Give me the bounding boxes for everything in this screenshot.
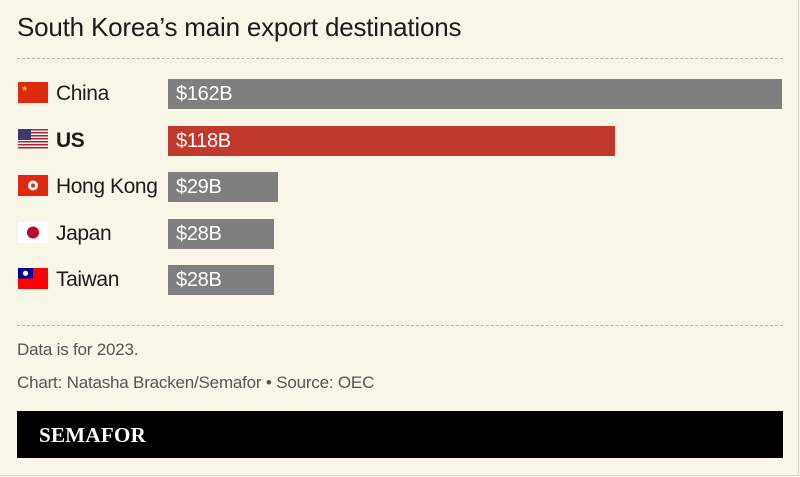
- bar-value-label: $118B: [176, 129, 231, 152]
- category-label: Japan: [56, 221, 112, 245]
- bar-value-label: $28B: [176, 222, 222, 245]
- bar-row: Hong Kong $29B: [0, 172, 800, 202]
- svg-text:★: ★: [21, 84, 28, 93]
- bar-value-label: $162B: [176, 83, 233, 105]
- category-label: US: [56, 128, 85, 152]
- japan-flag-icon: [18, 221, 48, 244]
- bar: $28B: [168, 218, 274, 249]
- bar-row: ★ China $162B: [0, 79, 800, 109]
- bar-value-label: $29B: [176, 176, 222, 198]
- category-label: Taiwan: [56, 268, 119, 291]
- bar: $28B: [168, 265, 274, 295]
- category-label: China: [56, 82, 109, 105]
- bar: $118B: [168, 125, 615, 156]
- bar: $162B: [168, 79, 782, 109]
- china-flag-icon: ★: [18, 82, 48, 104]
- hong-kong-flag-icon: [18, 175, 48, 197]
- taiwan-flag-icon: [18, 268, 48, 290]
- bar-row: Japan $28B: [0, 218, 800, 249]
- bar-chart: ★ China $162B US $118B Hong Kong $29B Japan $28B…: [0, 72, 800, 312]
- bottom-divider: [17, 325, 783, 326]
- bar-row: Taiwan $28B: [0, 265, 800, 295]
- bar-value-label: $28B: [176, 269, 222, 291]
- chart-title: South Korea’s main export destinations: [17, 12, 462, 42]
- data-note: Data is for 2023.: [17, 340, 139, 359]
- bar-row: US $118B: [0, 125, 800, 156]
- us-flag-icon: [18, 128, 48, 151]
- source-credit: Chart: Natasha Bracken/Semafor • Source:…: [17, 373, 375, 392]
- category-label: Hong Kong: [56, 175, 158, 198]
- bar: $29B: [168, 172, 278, 202]
- semafor-logo: SEMAFOR: [39, 423, 147, 447]
- brand-bar: SEMAFOR: [17, 411, 783, 458]
- top-divider: [17, 58, 783, 59]
